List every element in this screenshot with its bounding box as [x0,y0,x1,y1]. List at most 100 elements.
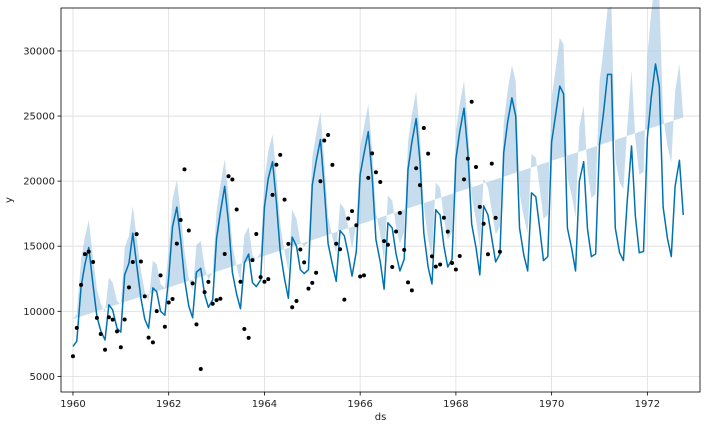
observation-point [122,317,127,322]
y-axis-label: y [4,197,15,203]
observation-point [86,249,91,254]
observation-point [234,207,239,212]
observation-point [481,221,486,226]
observation-point [465,156,470,161]
observation-point [98,332,103,337]
observation-point [453,267,458,272]
observation-point [302,260,307,265]
observation-point [226,174,231,179]
observation-point [334,241,339,246]
observation-point [214,298,219,303]
observation-point [378,180,383,184]
observation-point [262,279,267,284]
observation-point [298,247,303,252]
observation-point [278,152,283,157]
observation-point [206,279,211,284]
observation-point [445,229,450,234]
observation-point [290,305,295,310]
observation-point [426,151,431,156]
observation-point [394,229,399,234]
x-tick-label: 1966 [347,399,372,410]
observation-point [190,281,195,286]
observation-point [330,162,335,167]
observation-point [74,325,79,330]
observation-point [218,296,223,301]
observation-point [397,210,402,215]
observation-point [350,209,355,214]
observation-point [130,260,135,265]
observation-point [310,280,315,285]
observation-point [246,335,251,340]
observation-point [382,239,387,244]
observation-point [250,258,255,263]
observation-point [406,280,411,285]
y-tick-label: 20000 [23,177,55,188]
observation-point [438,262,443,267]
observation-point [82,252,87,257]
observation-point [174,241,179,246]
observation-point [294,298,299,303]
observation-point [126,285,131,290]
observation-point [182,167,187,172]
observation-point [473,165,478,170]
observation-point [402,247,407,252]
y-tick-label: 5000 [30,372,55,383]
observation-point [414,166,419,171]
observation-point [194,322,199,327]
observation-point [370,151,375,156]
observation-point [489,161,494,166]
observation-point [94,315,99,320]
observation-point [142,294,147,299]
observation-point [210,301,215,306]
y-tick-label: 15000 [23,242,55,253]
tick-layer: 1960 1962 1964 1966 1968 1970 1972 5000 10000 150… [23,46,660,410]
observation-point [462,177,467,182]
observation-point [469,99,474,104]
observation-point [274,162,279,167]
x-tick-label: 1968 [443,399,468,410]
observation-point [115,329,119,334]
observation-point [314,270,319,275]
observation-point [242,326,247,331]
observation-point [254,232,259,237]
y-tick-label: 10000 [23,307,55,318]
x-tick-label: 1970 [539,399,564,410]
observation-point [433,264,438,269]
y-tick-label: 30000 [23,46,55,57]
grid-layer [61,8,700,392]
forecast-line [72,63,684,347]
observation-point [358,274,363,279]
x-tick-label: 1960 [60,399,85,410]
observation-point [306,286,311,291]
observation-point [326,133,331,138]
uncertainty-band-layer [72,0,684,320]
observation-point [158,273,163,278]
observation-point [417,183,422,188]
observation-point [162,324,167,329]
forecast-line-layer [72,63,684,347]
uncertainty-band [72,0,684,320]
plot-area-frame [60,7,701,393]
observation-point [346,216,351,221]
observation-point [322,138,327,143]
observation-point [390,265,395,270]
observation-point [198,366,203,371]
observation-point [366,175,371,180]
observation-point [150,340,155,345]
observation-point [154,309,159,314]
observation-point [106,315,111,320]
observation-point [79,282,84,287]
observation-point [138,259,143,264]
observation-point [282,197,287,202]
observation-point [166,300,171,305]
observation-point [338,247,343,252]
observation-point [170,296,175,301]
observation-point [477,204,482,209]
observation-point [318,179,323,184]
observation-point [146,335,151,340]
observation-point [230,177,235,182]
observation-point [258,275,263,280]
observation-point [286,241,291,246]
